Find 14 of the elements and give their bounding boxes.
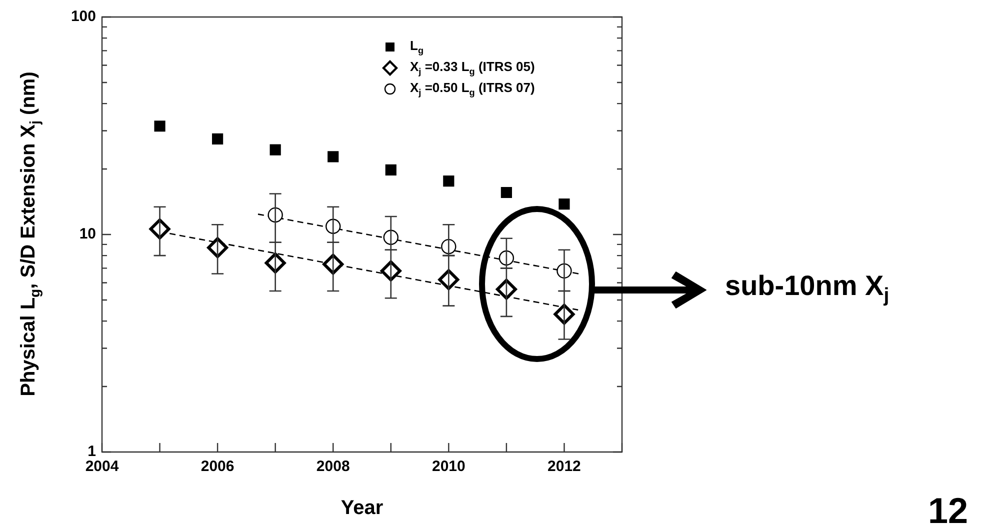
x-tick-label: 2004 xyxy=(85,458,120,476)
legend-label: L$_{g}$ xyxy=(410,38,424,56)
text: sub-10nm X$_{j}$ xyxy=(725,270,890,308)
x-axis-title: Year xyxy=(340,497,384,520)
x-tick-label: 2008 xyxy=(316,458,350,476)
y-tick-label: 100 xyxy=(70,8,96,26)
y-tick-label: 10 xyxy=(79,226,96,243)
x-tick-label: 2006 xyxy=(200,458,234,476)
x-tick-label: 2012 xyxy=(548,458,581,476)
x-tick-label: 2010 xyxy=(432,458,466,476)
legend-label: X$_{j}$ =0.50 L$_{g}$ (ITRS 07) xyxy=(410,80,535,98)
legend-label: X$_{j}$ =0.33 L$_{g}$ (ITRS 05) xyxy=(410,58,535,76)
text: 12 xyxy=(928,490,968,529)
y-tick-label: 1 xyxy=(88,443,96,460)
